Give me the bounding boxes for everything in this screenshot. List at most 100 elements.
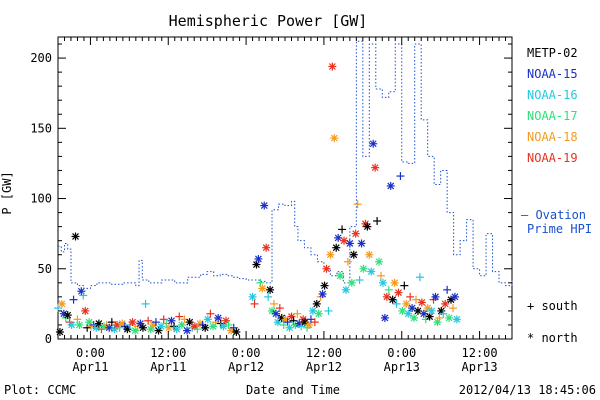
north-point bbox=[185, 318, 194, 327]
north-point bbox=[252, 260, 261, 269]
south-point bbox=[355, 276, 364, 285]
ovation-prime-hpi-line bbox=[58, 40, 513, 289]
north-point bbox=[328, 62, 337, 71]
north-point bbox=[349, 250, 358, 259]
north-point bbox=[371, 163, 380, 172]
x-tick-label-date: Apr12 bbox=[306, 360, 342, 374]
south-point bbox=[250, 299, 259, 308]
north-point bbox=[347, 278, 356, 287]
plot-frame bbox=[57, 36, 513, 340]
north-point bbox=[390, 278, 399, 287]
north-point bbox=[131, 326, 140, 335]
south-point bbox=[256, 278, 265, 287]
y-axis-label: P [GW] bbox=[0, 171, 14, 214]
south-point bbox=[310, 318, 319, 327]
north-point bbox=[431, 292, 440, 301]
x-tick-label-date: Apr13 bbox=[384, 360, 420, 374]
north-point bbox=[441, 299, 450, 308]
north-point bbox=[123, 325, 132, 334]
north-point bbox=[427, 306, 436, 315]
footer-timestamp: 2012/04/13 18:45:06 bbox=[459, 383, 596, 397]
north-point bbox=[268, 306, 277, 315]
north-point bbox=[425, 312, 434, 321]
north-point bbox=[423, 304, 432, 313]
y-tick-label: 200 bbox=[30, 51, 52, 65]
north-point bbox=[359, 264, 368, 273]
chart-title: Hemispheric Power [GW] bbox=[169, 12, 368, 30]
north-point bbox=[336, 271, 345, 280]
x-tick-label-time: 0:00 bbox=[232, 346, 261, 360]
plot-area bbox=[57, 36, 513, 340]
north-point bbox=[332, 243, 341, 252]
legend-entry: NOAA-17 bbox=[527, 109, 578, 123]
south-point bbox=[396, 172, 405, 181]
data-points bbox=[54, 62, 461, 336]
north-point bbox=[351, 229, 360, 238]
north-point bbox=[330, 134, 339, 143]
south-point bbox=[283, 318, 292, 327]
north-point bbox=[417, 298, 426, 307]
north-point bbox=[55, 327, 64, 336]
north-point bbox=[232, 327, 241, 336]
x-tick-label-date: Apr13 bbox=[462, 360, 498, 374]
north-point bbox=[136, 319, 145, 328]
ovation-label-line2: Prime HPI bbox=[527, 222, 592, 236]
legend-entry: NOAA-16 bbox=[527, 88, 578, 102]
north-point bbox=[365, 250, 374, 259]
north-point bbox=[380, 313, 389, 322]
south-point bbox=[211, 318, 220, 327]
ovation-step-path bbox=[58, 40, 513, 289]
south-point bbox=[338, 225, 347, 234]
north-point bbox=[388, 295, 397, 304]
north-point bbox=[262, 243, 271, 252]
footer-plot-credit: Plot: CCMC bbox=[4, 383, 76, 397]
north-point bbox=[367, 267, 376, 276]
north-point bbox=[452, 315, 461, 324]
north-point bbox=[320, 281, 329, 290]
south-point bbox=[141, 299, 150, 308]
south-point bbox=[400, 281, 409, 290]
north-point bbox=[258, 284, 267, 293]
north-point bbox=[71, 232, 80, 241]
ovation-label-line1: — Ovation bbox=[521, 208, 586, 222]
north-point bbox=[172, 325, 181, 334]
x-tick-label-date: Apr12 bbox=[228, 360, 264, 374]
x-tick-label-time: 0:00 bbox=[387, 346, 416, 360]
north-point bbox=[402, 299, 411, 308]
north-point bbox=[271, 309, 280, 318]
x-tick-label-date: Apr11 bbox=[72, 360, 108, 374]
south-point bbox=[159, 315, 168, 324]
north-point bbox=[75, 320, 84, 329]
north-point bbox=[378, 278, 387, 287]
north-point bbox=[77, 287, 86, 296]
south-point bbox=[293, 309, 302, 318]
south-point bbox=[297, 322, 306, 331]
north-point bbox=[128, 318, 137, 327]
x-tick-label-time: 12:00 bbox=[306, 346, 342, 360]
north-point bbox=[260, 201, 269, 210]
south-point bbox=[439, 309, 448, 318]
north-point bbox=[394, 288, 403, 297]
north-point bbox=[404, 309, 413, 318]
north-legend: * north bbox=[527, 331, 578, 345]
north-point bbox=[138, 323, 147, 332]
south-point bbox=[115, 323, 124, 332]
north-point bbox=[433, 318, 442, 327]
x-tick-label-time: 0:00 bbox=[76, 346, 105, 360]
north-point bbox=[214, 313, 223, 322]
north-point bbox=[375, 257, 384, 266]
south-point bbox=[443, 285, 452, 294]
south-point bbox=[406, 292, 415, 301]
north-point bbox=[157, 322, 166, 331]
north-point bbox=[410, 313, 419, 322]
x-axis-label: Date and Time bbox=[246, 383, 340, 397]
south-point bbox=[275, 304, 284, 313]
south-point bbox=[353, 200, 362, 209]
north-point bbox=[266, 285, 275, 294]
y-tick-label: 0 bbox=[45, 332, 52, 346]
south-point bbox=[264, 292, 273, 301]
south-point bbox=[144, 316, 153, 325]
south-point bbox=[206, 309, 215, 318]
north-point bbox=[183, 326, 192, 335]
